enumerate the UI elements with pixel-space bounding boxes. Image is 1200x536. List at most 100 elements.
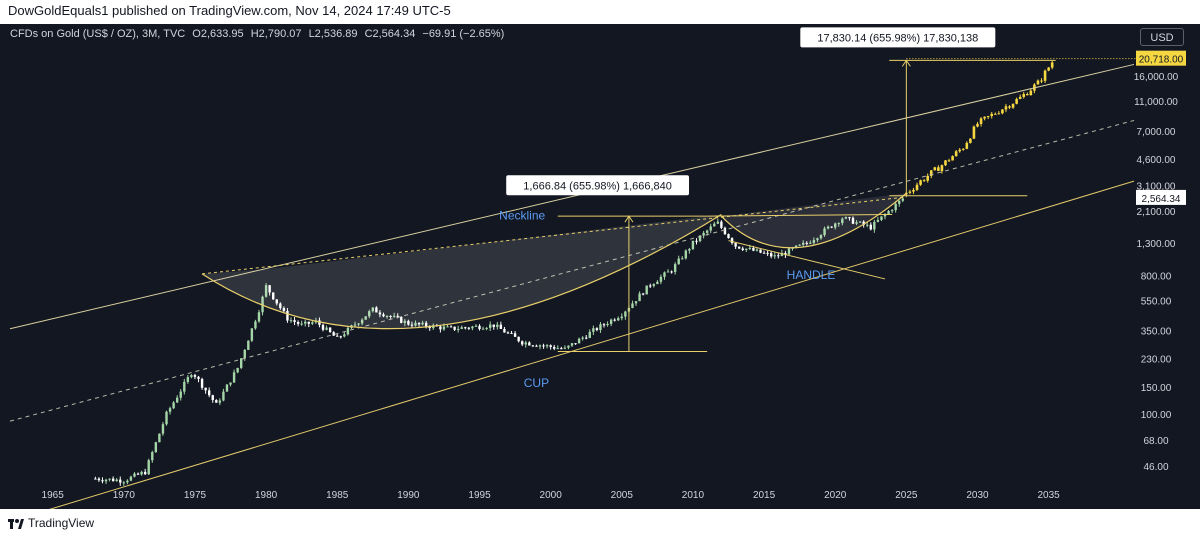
price-chart[interactable]: 1,666.84 (655.98%) 1,666,840 17,830.14 (6…	[0, 24, 1200, 509]
candle-body	[659, 276, 663, 282]
candle-body	[752, 247, 755, 251]
projection-candle	[1029, 90, 1033, 96]
projection-candle	[993, 113, 997, 115]
candle-body	[456, 328, 460, 330]
projection-candle	[1025, 94, 1029, 96]
y-tick-label: 4,600.00	[1137, 155, 1176, 166]
candle-body	[890, 210, 894, 212]
candle-body	[798, 244, 801, 246]
candle-body	[410, 324, 414, 326]
candle-body	[869, 224, 872, 230]
candle-body	[172, 402, 175, 409]
candle-body	[254, 321, 257, 329]
candle-body	[535, 345, 538, 347]
candle-body	[346, 327, 350, 335]
candle-body	[556, 348, 559, 350]
target-measure-label: 17,830.14 (655.98%) 17,830,138	[817, 32, 978, 44]
footer: TradingView	[0, 509, 1200, 536]
candle-body	[197, 376, 200, 379]
candle-body	[574, 343, 577, 345]
currency-button[interactable]: USD	[1140, 28, 1184, 46]
legend-close: C2,564.34	[364, 28, 416, 40]
projection-candle	[1036, 80, 1040, 85]
candle-body	[215, 400, 218, 403]
projection-candle	[1043, 70, 1047, 81]
candle-body	[734, 243, 737, 247]
candle-body	[809, 242, 812, 244]
candle-body	[304, 321, 307, 324]
candle-body	[421, 322, 424, 325]
candle-body	[716, 221, 720, 224]
candle-body	[748, 247, 752, 249]
candle-body	[207, 390, 211, 396]
tradingview-logo[interactable]: TradingView	[8, 516, 94, 530]
y-tick-label: 11,000.00	[1134, 97, 1178, 108]
cup-measure-label-box	[506, 175, 690, 196]
legend-open: O2,633.95	[192, 28, 244, 40]
candle-body	[446, 326, 449, 328]
y-tick-label: 2,100.00	[1137, 207, 1176, 218]
candle-body	[272, 292, 275, 300]
candle-body	[528, 342, 531, 346]
neckline-top-line	[707, 213, 893, 217]
candle-body	[823, 228, 826, 236]
candle-body	[688, 248, 691, 251]
y-tick-label: 550.00	[1141, 297, 1172, 308]
candle-body	[236, 367, 239, 373]
candle-body	[826, 226, 830, 229]
x-tick-2020: 2020	[824, 490, 847, 501]
cup-measure-arrow	[624, 215, 634, 223]
candle-body	[371, 307, 375, 312]
projection-candle	[908, 191, 912, 193]
candle-body	[837, 223, 840, 225]
candle-body	[268, 285, 271, 293]
candle-body	[492, 324, 495, 327]
cup-label: CUP	[524, 376, 549, 390]
candle-body	[240, 358, 243, 368]
projection-candle	[954, 151, 958, 157]
candle-body	[794, 245, 798, 248]
candle-body	[442, 326, 446, 330]
x-tick-1985: 1985	[326, 490, 349, 501]
candle-body	[538, 345, 542, 347]
candle-body	[336, 335, 339, 337]
candle-body	[727, 234, 730, 239]
candle-body	[713, 223, 716, 227]
candle-body	[481, 328, 485, 330]
chart-panel[interactable]: 1,666.84 (655.98%) 1,666,840 17,830.14 (6…	[0, 24, 1200, 509]
candle-body	[787, 248, 791, 255]
y-tick-label: 230.00	[1141, 355, 1172, 366]
candle-body	[293, 320, 296, 323]
handle-trendline	[728, 240, 886, 280]
candle-body	[115, 479, 118, 482]
projection-candle	[979, 118, 983, 124]
candle-body	[592, 328, 595, 332]
projection-candle	[937, 167, 940, 172]
candle-body	[876, 219, 880, 222]
candle-body	[471, 326, 474, 329]
candle-body	[200, 378, 204, 388]
candle-body	[631, 303, 634, 308]
candle-body	[816, 238, 819, 241]
projection-candle	[969, 138, 972, 143]
candle-body	[652, 284, 656, 286]
candle-body	[243, 349, 246, 359]
candle-body	[460, 327, 463, 329]
candle-body	[609, 319, 613, 325]
candle-body	[873, 221, 876, 230]
candle-body	[570, 343, 574, 346]
candle-body	[531, 345, 535, 347]
y-tick-label: 16,000.00	[1134, 72, 1179, 83]
projection-candle	[919, 180, 922, 185]
candle-body	[691, 240, 695, 249]
projection-candle	[1001, 109, 1004, 114]
handle-label: HANDLE	[787, 268, 836, 282]
candle-body	[488, 324, 492, 328]
candle-body	[645, 285, 648, 295]
candle-body	[777, 255, 780, 257]
projection-candle	[922, 180, 926, 182]
publisher-line: DowGoldEquals1 published on TradingView.…	[8, 3, 451, 18]
projection-candle	[940, 165, 944, 172]
candle-body	[656, 281, 659, 285]
candle-body	[620, 316, 623, 319]
